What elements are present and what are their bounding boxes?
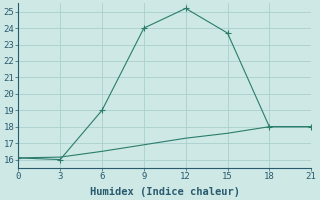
X-axis label: Humidex (Indice chaleur): Humidex (Indice chaleur): [90, 186, 240, 197]
